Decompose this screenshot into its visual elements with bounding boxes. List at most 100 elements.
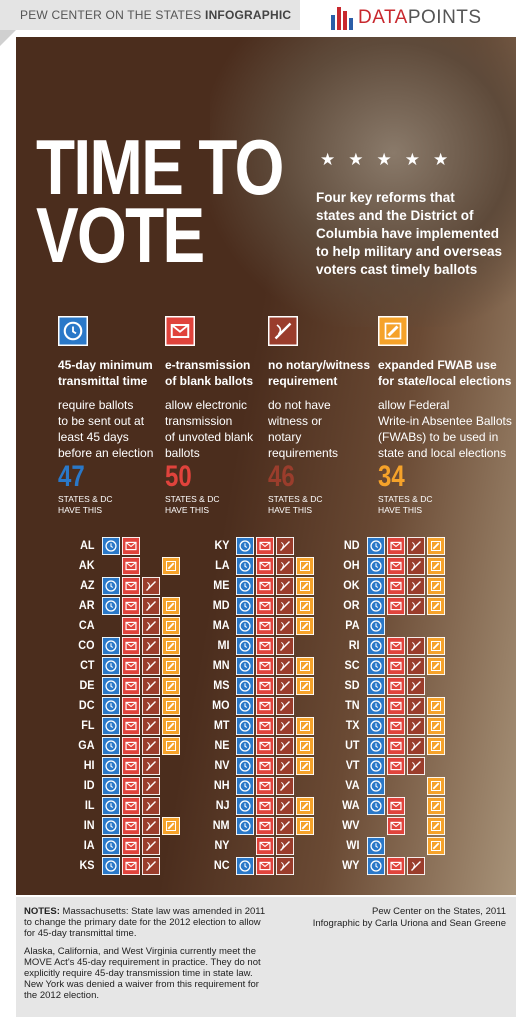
reform-description: requirements	[268, 446, 339, 460]
reform-icon	[407, 757, 425, 775]
state-code: SD	[344, 678, 360, 692]
reform-icon	[427, 657, 445, 675]
state-code: ID	[83, 778, 95, 792]
reform-icon	[367, 597, 385, 615]
count-label: STATES & DC	[165, 494, 220, 504]
reform-icon	[142, 777, 160, 795]
reform-description: witness or	[268, 414, 323, 428]
credit: Infographic by Carla Uriona and Sean Gre…	[312, 918, 506, 929]
reform-icon	[276, 797, 294, 815]
reform-icon	[236, 617, 254, 635]
reform-icon	[122, 537, 140, 555]
reform-icon	[407, 717, 425, 735]
reform-description: to be sent out at	[58, 414, 145, 428]
reform-icon	[367, 717, 385, 735]
reform-icon	[407, 857, 425, 875]
reform-icon	[407, 677, 425, 695]
reform-heading: 45-day minimum	[58, 358, 153, 372]
reform-icon	[102, 837, 120, 855]
reform-icon	[236, 797, 254, 815]
reform-icon	[367, 837, 385, 855]
state-code: WA	[342, 798, 360, 812]
notes-panel	[16, 897, 516, 1017]
state-code: RI	[348, 638, 360, 652]
reform-heading: e-transmission	[165, 358, 251, 372]
reform-icon	[407, 537, 425, 555]
reform-icon	[142, 637, 160, 655]
reform-icon	[256, 857, 274, 875]
note-text: to change the primary date for the 2012 …	[24, 917, 261, 928]
note-text: Massachusetts: State law was amended in …	[59, 906, 266, 917]
reform-icon	[102, 817, 120, 835]
reform-icon	[102, 777, 120, 795]
reform-icon	[296, 677, 314, 695]
state-code: CA	[78, 618, 95, 632]
count-label: STATES & DC	[378, 494, 433, 504]
state-code: AK	[78, 558, 95, 572]
reform-icon	[367, 757, 385, 775]
reform-icon	[236, 657, 254, 675]
state-code: OH	[343, 558, 360, 572]
reform-description: require ballots	[58, 398, 134, 412]
reform-icon	[122, 657, 140, 675]
note-text: MOVE Act's 45-day requirement in practic…	[24, 957, 261, 968]
state-code: FL	[81, 718, 95, 732]
subtitle-line: Columbia have implemented	[316, 226, 500, 241]
count-label: HAVE THIS	[378, 505, 423, 515]
reform-icon	[122, 557, 140, 575]
reform-icon	[367, 617, 385, 635]
state-code: LA	[215, 558, 230, 572]
reform-icon	[102, 637, 120, 655]
reform-icon	[367, 577, 385, 595]
reform-icon	[387, 597, 405, 615]
state-code: WY	[342, 858, 360, 872]
reform-heading: expanded FWAB use	[378, 358, 497, 372]
reform-icon	[276, 597, 294, 615]
stars: ★★★★★	[320, 150, 462, 169]
brand: DATAPOINTS	[358, 7, 482, 29]
reform-icon	[142, 697, 160, 715]
reform-icon	[122, 737, 140, 755]
reform-description: transmission	[165, 414, 233, 428]
reform-icon	[162, 697, 180, 715]
reform-icon	[256, 777, 274, 795]
count-label: HAVE THIS	[58, 505, 103, 515]
state-code: IN	[83, 818, 95, 832]
note-text: New York was denied a waiver from this r…	[24, 979, 259, 990]
page-fold	[0, 30, 16, 46]
reform-icon	[165, 316, 195, 346]
reform-icon	[256, 837, 274, 855]
reform-icon	[236, 817, 254, 835]
reform-icon	[142, 577, 160, 595]
reform-icon	[102, 697, 120, 715]
reform-icon	[142, 797, 160, 815]
state-code: IL	[84, 798, 95, 812]
reform-count: 46	[268, 460, 295, 493]
reform-icon	[236, 757, 254, 775]
state-code: MI	[217, 638, 230, 652]
reform-icon	[296, 817, 314, 835]
reform-icon	[236, 577, 254, 595]
note-text: explicitly require 45-day transmission t…	[24, 968, 253, 979]
reform-icon	[142, 737, 160, 755]
state-code: NH	[213, 778, 230, 792]
reform-icon	[296, 797, 314, 815]
reform-count: 50	[165, 460, 192, 493]
reform-icon	[122, 637, 140, 655]
state-code: NV	[214, 758, 230, 772]
reform-icon	[387, 857, 405, 875]
reform-icon	[427, 597, 445, 615]
reform-icon	[296, 657, 314, 675]
reform-icon	[427, 637, 445, 655]
reform-icon	[256, 797, 274, 815]
reform-icon	[367, 557, 385, 575]
reform-icon	[122, 817, 140, 835]
reform-icon	[387, 757, 405, 775]
reform-icon	[276, 577, 294, 595]
state-code: KS	[79, 858, 95, 872]
reform-icon	[367, 797, 385, 815]
reform-count: 47	[58, 460, 85, 493]
reform-icon	[387, 657, 405, 675]
reform-icon	[276, 837, 294, 855]
reform-icon	[367, 637, 385, 655]
